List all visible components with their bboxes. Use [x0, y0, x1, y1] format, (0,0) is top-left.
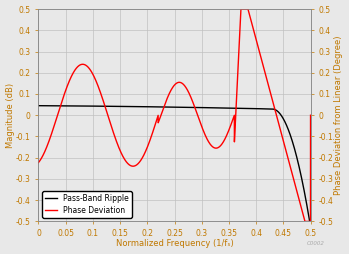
Line: Phase Deviation: Phase Deviation: [38, 9, 311, 221]
Phase Deviation: [166, 96, 170, 99]
Phase Deviation: [239, 8, 243, 11]
Phase Deviation: [287, 160, 291, 163]
Phase Deviation: [303, 220, 307, 223]
Y-axis label: Magnitude (dB): Magnitude (dB): [6, 83, 15, 148]
X-axis label: Normalized Frequency (1/fₛ): Normalized Frequency (1/fₛ): [116, 240, 233, 248]
Pass-Band Ripple: [234, 107, 238, 110]
Pass-Band Ripple: [151, 105, 155, 108]
Phase Deviation: [300, 210, 304, 213]
Legend: Pass-Band Ripple, Phase Deviation: Pass-Band Ripple, Phase Deviation: [42, 191, 132, 218]
Text: C0002: C0002: [307, 241, 325, 246]
Pass-Band Ripple: [309, 220, 313, 223]
Pass-Band Ripple: [166, 105, 170, 108]
Line: Pass-Band Ripple: Pass-Band Ripple: [38, 106, 311, 221]
Phase Deviation: [153, 124, 157, 127]
Pass-Band Ripple: [300, 179, 304, 182]
Y-axis label: Phase Deviation from Linear (Degree): Phase Deviation from Linear (Degree): [334, 36, 343, 195]
Pass-Band Ripple: [36, 104, 40, 107]
Phase Deviation: [151, 131, 155, 134]
Pass-Band Ripple: [307, 220, 312, 223]
Phase Deviation: [309, 114, 313, 117]
Pass-Band Ripple: [287, 129, 291, 132]
Phase Deviation: [36, 161, 40, 164]
Pass-Band Ripple: [153, 105, 157, 108]
Phase Deviation: [234, 105, 238, 108]
